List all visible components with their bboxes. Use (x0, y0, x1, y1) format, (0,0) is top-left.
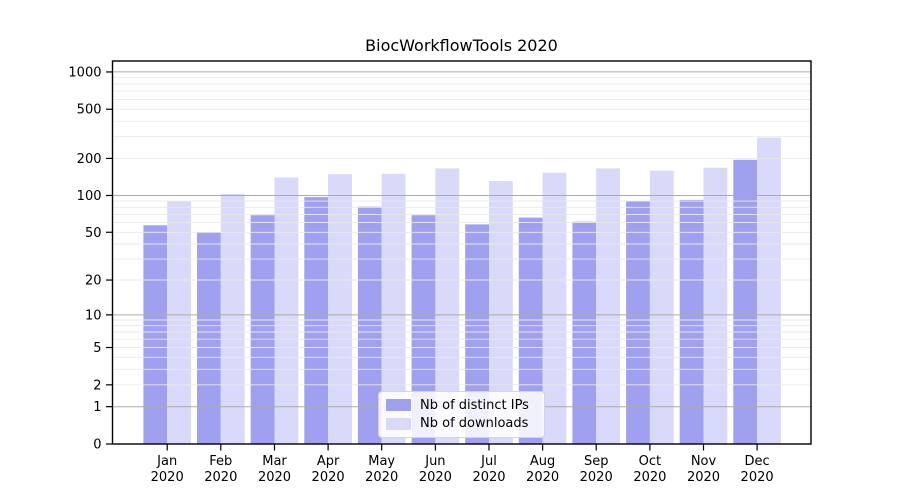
legend-swatch-downloads (386, 417, 411, 430)
chart-title: BiocWorkflowTools 2020 (365, 36, 558, 55)
y-tick-label-100: 100 (77, 189, 102, 204)
legend: Nb of distinct IPs Nb of downloads (378, 391, 545, 438)
legend-label-distinct-ips: Nb of distinct IPs (420, 397, 529, 413)
bar-distinct-ips-sep (572, 221, 597, 444)
x-tick-label-jun: Jun 2020 (419, 454, 452, 485)
legend-item-downloads: Nb of downloads (386, 416, 536, 431)
bar-downloads-apr (328, 174, 352, 444)
x-tick-label-sep: Sep 2020 (580, 454, 613, 485)
bar-downloads-mar (274, 177, 299, 444)
bar-distinct-ips-aug (518, 217, 543, 444)
bar-distinct-ips-dec (733, 159, 758, 445)
bar-downloads-jul (489, 181, 513, 444)
bar-downloads-feb (220, 193, 245, 444)
x-tick-label-jul: Jul 2020 (472, 454, 505, 485)
y-tick-label-2: 2 (93, 378, 101, 393)
x-tick-label-nov: Nov 2020 (687, 454, 720, 485)
y-tick-label-10: 10 (85, 308, 102, 323)
bar-downloads-nov (703, 167, 728, 444)
y-tick-label-5: 5 (93, 341, 101, 356)
x-tick-label-apr: Apr 2020 (312, 454, 345, 485)
x-tick-label-may: May 2020 (365, 454, 398, 485)
bar-distinct-ips-jan (143, 225, 168, 444)
axis-frame (111, 60, 812, 445)
x-tick-label-aug: Aug 2020 (526, 454, 559, 485)
x-tick-label-jan: Jan 2020 (151, 454, 184, 485)
bar-downloads-sep (596, 168, 620, 444)
y-tick-label-0: 0 (93, 438, 101, 453)
bar-distinct-ips-nov (679, 199, 704, 444)
bar-distinct-ips-jul (465, 224, 489, 444)
bar-downloads-jun (435, 168, 460, 444)
y-tick-label-1000: 1000 (68, 65, 101, 80)
x-tick-label-oct: Oct 2020 (633, 454, 666, 485)
bar-downloads-aug (542, 172, 567, 444)
legend-swatch-distinct-ips (386, 399, 411, 412)
y-tick-label-200: 200 (77, 152, 102, 167)
bar-distinct-ips-feb (197, 232, 221, 444)
bar-distinct-ips-oct (626, 201, 650, 444)
bar-distinct-ips-jun (411, 215, 436, 444)
x-tick-label-mar: Mar 2020 (258, 454, 291, 485)
x-tick-label-dec: Dec 2020 (741, 454, 774, 485)
y-tick-label-1: 1 (93, 400, 101, 415)
y-tick-label-500: 500 (77, 103, 102, 118)
y-tick-label-20: 20 (85, 274, 102, 289)
bar-downloads-dec (757, 137, 781, 444)
y-tick-label-50: 50 (85, 226, 102, 241)
bar-downloads-may (381, 173, 406, 445)
x-tick-label-feb: Feb 2020 (204, 454, 237, 485)
legend-item-distinct-ips: Nb of distinct IPs (386, 398, 536, 413)
legend-label-downloads: Nb of downloads (420, 416, 529, 432)
bar-downloads-jan (167, 201, 191, 444)
bar-downloads-oct (649, 170, 674, 444)
bar-distinct-ips-mar (250, 215, 275, 444)
